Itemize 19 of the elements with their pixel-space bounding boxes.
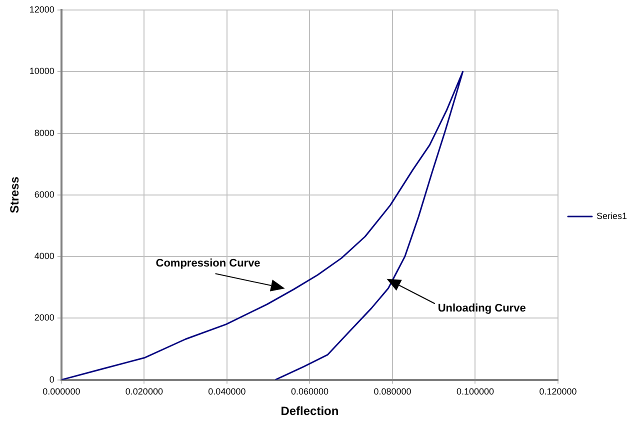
x-tick-label: 0.100000 xyxy=(456,386,494,397)
y-tick-label: 0 xyxy=(49,374,54,384)
y-tick-label: 8000 xyxy=(34,128,54,138)
y-axis-title: Stress xyxy=(8,176,22,214)
x-tick-label: 0.120000 xyxy=(539,386,577,397)
y-tick-label: 4000 xyxy=(34,251,54,262)
x-tick-label: 0.080000 xyxy=(374,386,412,397)
x-tick-label: 0.040000 xyxy=(208,386,246,397)
y-tick-label: 6000 xyxy=(34,189,54,200)
x-axis-title: Deflection xyxy=(280,404,339,418)
y-tick-label: 2000 xyxy=(34,312,54,323)
annotation: Compression Curve xyxy=(156,258,260,270)
x-tick-label: 0.060000 xyxy=(290,386,328,397)
x-tick-label: 0.020000 xyxy=(125,386,163,397)
y-tick-label: 10000 xyxy=(29,66,54,76)
legend-label: Series1 xyxy=(596,210,627,221)
x-tick-label: 0.000000 xyxy=(42,386,80,397)
annotation: Unloading Curve xyxy=(438,302,526,314)
y-tick-label: 12000 xyxy=(29,4,54,14)
